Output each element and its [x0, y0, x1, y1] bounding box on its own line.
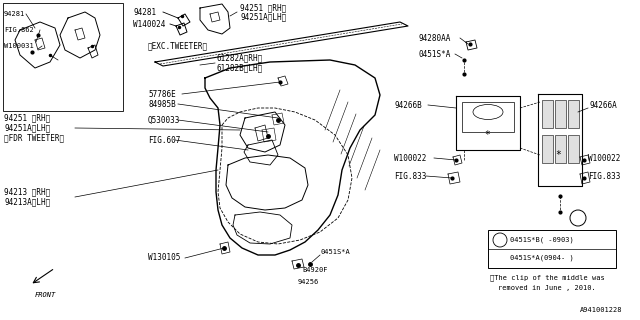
Text: 61282A〈RH〉: 61282A〈RH〉: [216, 53, 262, 62]
Text: 94280AA: 94280AA: [418, 34, 451, 43]
Text: 61282B〈LH〉: 61282B〈LH〉: [216, 63, 262, 73]
Text: removed in June , 2010.: removed in June , 2010.: [498, 285, 596, 291]
Text: A941001228: A941001228: [580, 307, 623, 313]
Text: W140024: W140024: [133, 20, 165, 28]
Text: 94266B: 94266B: [394, 100, 422, 109]
Text: 1: 1: [498, 237, 502, 243]
Text: *: *: [555, 150, 561, 160]
Bar: [462, 102, 514, 132]
Text: 〈EXC.TWEETER〉: 〈EXC.TWEETER〉: [148, 42, 208, 51]
Text: 84985B: 84985B: [148, 100, 176, 108]
Text: 94251A〈LH〉: 94251A〈LH〉: [4, 124, 51, 132]
Text: 0451S*A: 0451S*A: [320, 249, 349, 255]
Text: 94256: 94256: [298, 279, 319, 285]
Bar: [542, 135, 553, 163]
Text: 〈FDR TWEETER〉: 〈FDR TWEETER〉: [4, 133, 64, 142]
Bar: [568, 100, 579, 128]
Bar: [542, 100, 553, 128]
Text: 94281: 94281: [4, 11, 25, 17]
Text: 94266A: 94266A: [590, 100, 618, 109]
Text: 94251 〈RH〉: 94251 〈RH〉: [4, 114, 51, 123]
Bar: [555, 135, 566, 163]
Text: Q530033: Q530033: [148, 116, 180, 124]
Bar: [568, 135, 579, 163]
Text: 94213 〈RH〉: 94213 〈RH〉: [4, 188, 51, 196]
Text: FIG.862: FIG.862: [4, 27, 34, 33]
Polygon shape: [155, 22, 408, 66]
Text: W100022: W100022: [588, 154, 620, 163]
Text: W100022: W100022: [394, 154, 426, 163]
Text: FIG.833: FIG.833: [588, 172, 620, 180]
Text: 1: 1: [576, 215, 580, 221]
Text: 0451S*B( -0903): 0451S*B( -0903): [510, 237, 573, 243]
Text: 0451S*A(0904- ): 0451S*A(0904- ): [510, 255, 573, 261]
Text: B4920F: B4920F: [302, 267, 328, 273]
Text: FIG.607: FIG.607: [148, 135, 180, 145]
Text: *: *: [484, 130, 490, 140]
Text: W100031: W100031: [4, 43, 34, 49]
Text: FRONT: FRONT: [35, 292, 56, 298]
Text: 57786E: 57786E: [148, 90, 176, 99]
Text: 94251A〈LH〉: 94251A〈LH〉: [240, 12, 286, 21]
Bar: [555, 100, 566, 128]
Circle shape: [493, 233, 507, 247]
Text: ※The clip of the middle was: ※The clip of the middle was: [490, 275, 605, 281]
Bar: [3, 3, 123, 111]
Text: 0451S*A: 0451S*A: [418, 50, 451, 59]
Text: 94251 〈RH〉: 94251 〈RH〉: [240, 4, 286, 12]
Bar: [488, 230, 616, 268]
Circle shape: [570, 210, 586, 226]
Text: 94213A〈LH〉: 94213A〈LH〉: [4, 197, 51, 206]
Text: W130105: W130105: [148, 253, 180, 262]
Text: 94281: 94281: [133, 7, 156, 17]
Text: FIG.833: FIG.833: [394, 172, 426, 180]
